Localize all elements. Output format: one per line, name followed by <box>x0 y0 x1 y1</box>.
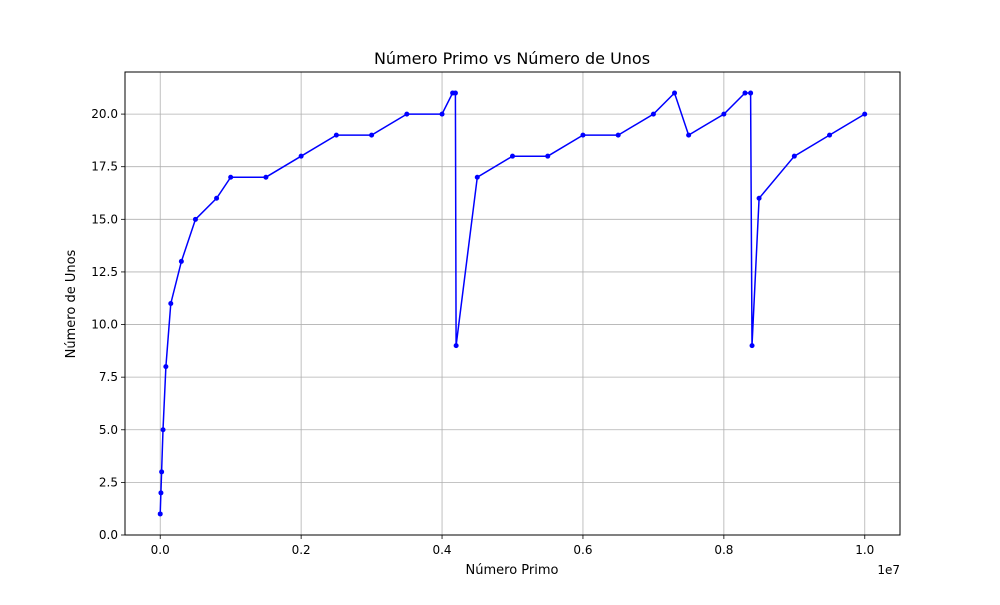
data-point <box>672 90 678 96</box>
y-tick-label: 17.5 <box>91 160 118 174</box>
data-point <box>163 364 169 370</box>
data-point <box>157 511 163 517</box>
y-tick-label: 5.0 <box>99 423 118 437</box>
data-point <box>791 153 797 159</box>
x-axis-label: Número Primo <box>466 563 559 578</box>
data-point <box>510 153 515 159</box>
data-point <box>228 174 234 180</box>
y-tick-label: 10.0 <box>91 318 118 332</box>
data-point <box>178 258 184 264</box>
y-tick-label: 12.5 <box>91 265 118 279</box>
data-point <box>615 132 621 138</box>
data-point <box>650 111 656 117</box>
data-point <box>756 195 762 201</box>
data-point <box>168 301 174 306</box>
data-point <box>827 132 833 138</box>
data-point <box>721 111 727 117</box>
x-axis-offset-label: 1e7 <box>877 563 900 577</box>
data-point <box>263 174 269 180</box>
data-point <box>369 132 375 138</box>
x-axis-ticks: 0.0 0.2 0.4 0.6 0.8 1.0 <box>151 535 874 557</box>
x-tick-label: 0.0 <box>151 543 170 557</box>
data-series <box>157 90 868 517</box>
data-point <box>214 195 220 201</box>
grid <box>125 72 900 536</box>
y-tick-label: 20.0 <box>91 107 118 121</box>
y-axis-label: Número de Unos <box>64 249 79 358</box>
chart-title: Número Primo vs Número de Unos <box>374 49 650 68</box>
data-point <box>474 174 480 180</box>
data-point <box>580 132 586 138</box>
data-point <box>545 153 551 159</box>
data-point <box>158 490 164 496</box>
y-tick-label: 7.5 <box>99 370 118 384</box>
y-axis-ticks: 0.0 2.5 5.0 7.5 10.0 12.5 15.0 17.5 20.0 <box>91 107 125 542</box>
data-point <box>452 90 458 96</box>
data-point <box>192 216 198 222</box>
y-tick-label: 15.0 <box>91 212 118 226</box>
data-point <box>749 343 755 349</box>
data-point <box>159 469 165 475</box>
data-point <box>160 427 166 433</box>
plot-area-frame <box>124 71 901 536</box>
x-tick-label: 0.2 <box>292 543 311 557</box>
x-tick-label: 0.4 <box>432 543 451 557</box>
data-point <box>686 132 692 138</box>
data-point <box>439 111 445 117</box>
data-point <box>748 90 754 96</box>
x-tick-label: 1.0 <box>855 543 874 557</box>
data-point <box>453 343 459 349</box>
data-point <box>862 111 868 117</box>
data-point <box>404 111 410 117</box>
data-point <box>333 132 339 138</box>
data-point <box>742 90 748 96</box>
y-tick-label: 2.5 <box>99 475 118 489</box>
x-tick-label: 0.8 <box>714 543 733 557</box>
data-point <box>298 153 304 159</box>
x-tick-label: 0.6 <box>573 543 592 557</box>
y-tick-label: 0.0 <box>99 528 118 542</box>
